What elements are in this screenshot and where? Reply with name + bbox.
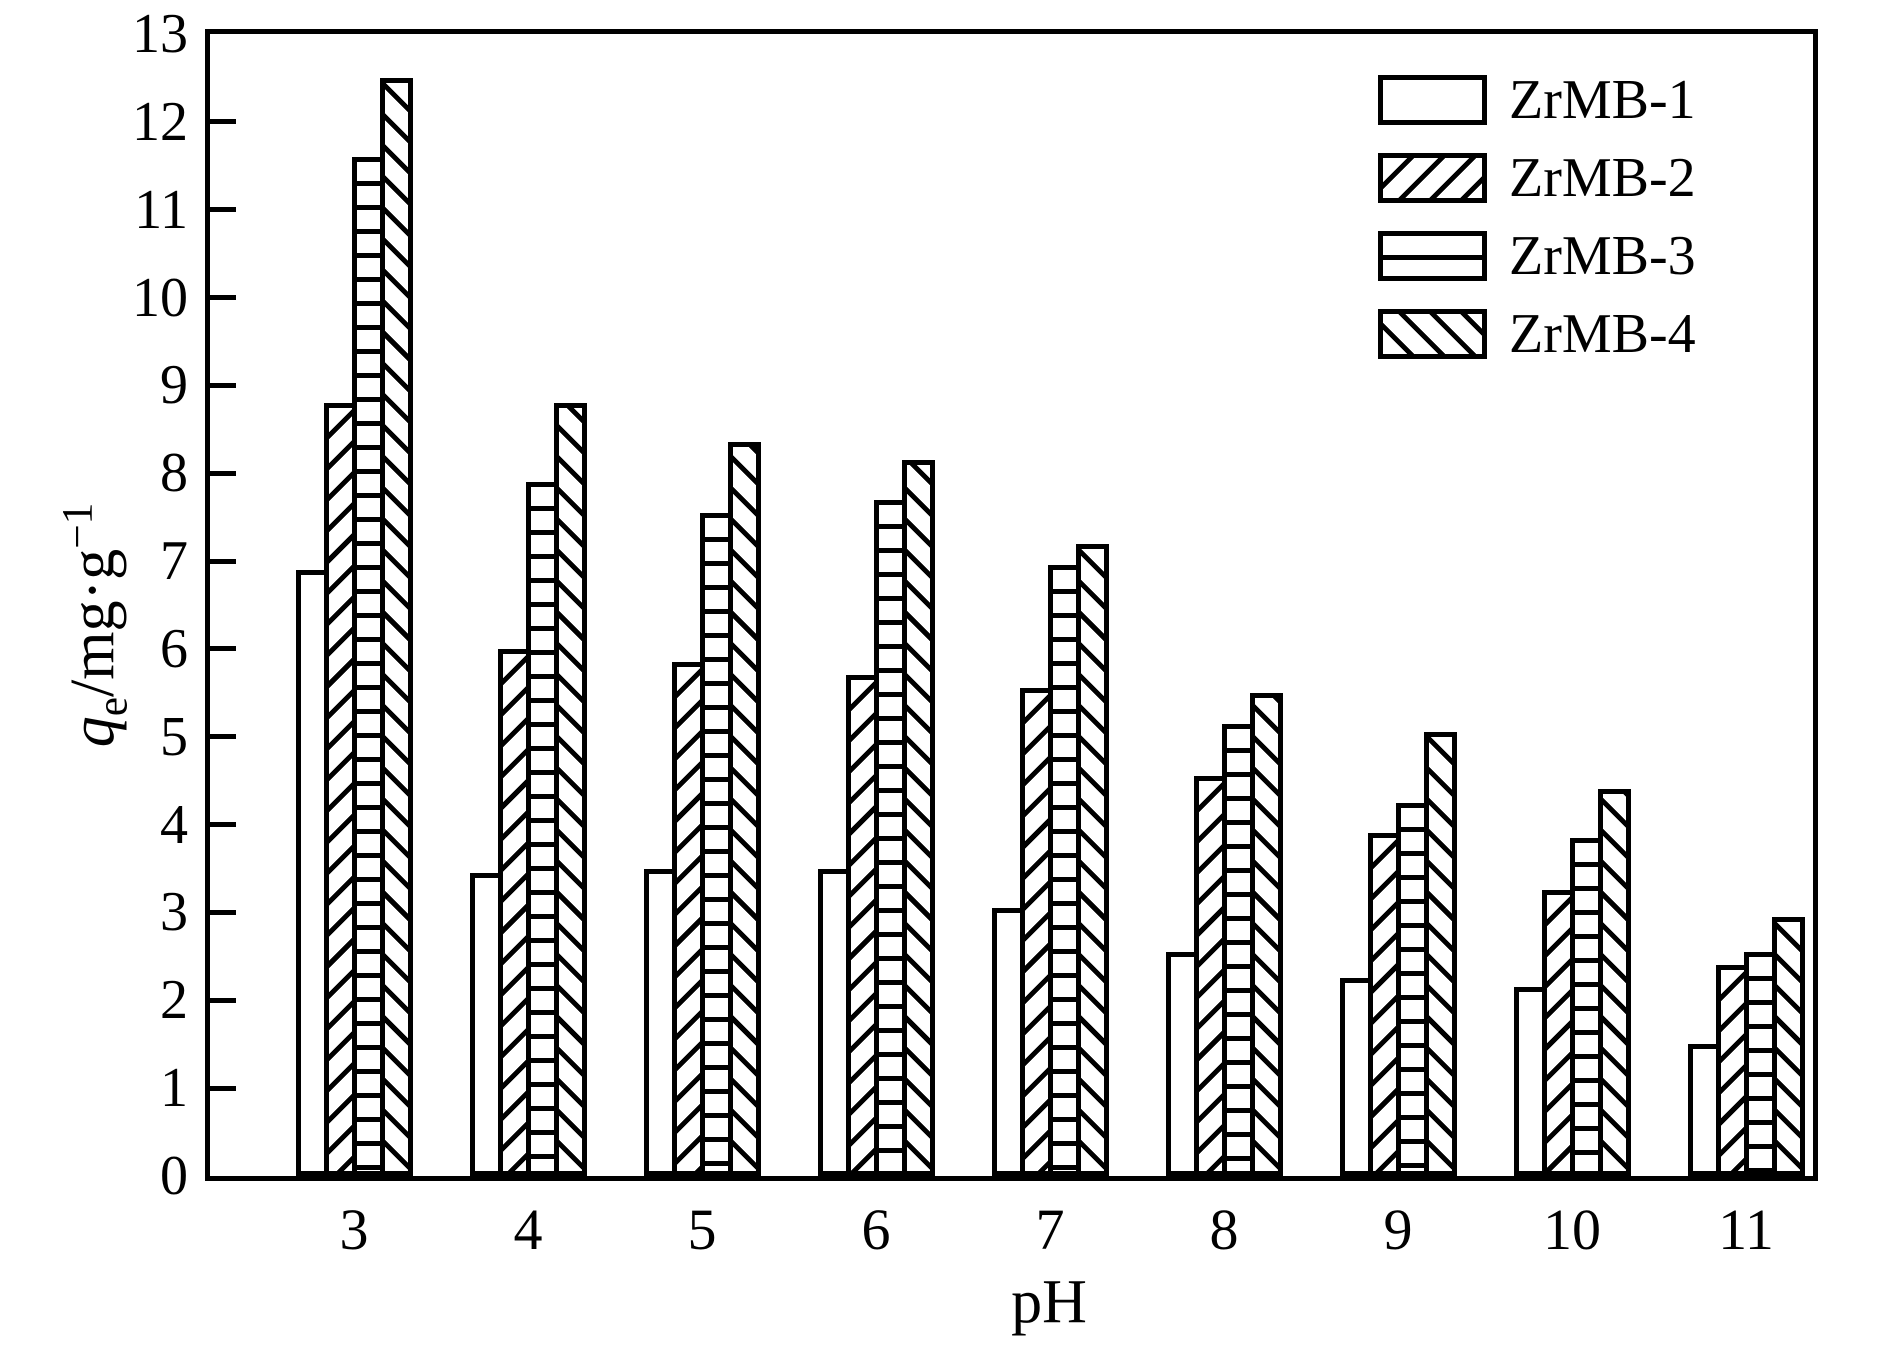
y-tick <box>210 383 236 388</box>
legend-swatch-plain <box>1378 75 1487 125</box>
y-tick-label: 4 <box>160 794 188 856</box>
x-tick-label: 4 <box>513 1197 543 1262</box>
bar-zrmb-4-ph6 <box>902 460 935 1176</box>
y-tick <box>210 295 236 300</box>
legend: ZrMB-1 ZrMB-2 ZrMB-3 ZrMB-4 <box>1378 69 1696 387</box>
y-tick <box>210 910 236 915</box>
y-tick <box>210 207 236 212</box>
bar-zrmb-4-ph4 <box>554 403 587 1176</box>
x-tick-label: 5 <box>687 1197 717 1262</box>
x-tick-label: 8 <box>1209 1197 1239 1262</box>
y-tick <box>210 1086 236 1091</box>
legend-item-zrmb-3: ZrMB-3 <box>1378 225 1696 287</box>
x-axis-label: pH <box>1011 1268 1087 1336</box>
legend-item-zrmb-4: ZrMB-4 <box>1378 303 1696 365</box>
bar-zrmb-4-ph7 <box>1076 544 1109 1176</box>
bar-zrmb-3-ph10 <box>1570 838 1603 1176</box>
legend-item-zrmb-1: ZrMB-1 <box>1378 69 1696 131</box>
y-tick-label: 8 <box>160 442 188 504</box>
bar-zrmb-2-ph10 <box>1542 890 1575 1176</box>
x-tick-label: 7 <box>1035 1197 1065 1262</box>
legend-item-zrmb-2: ZrMB-2 <box>1378 147 1696 209</box>
x-tick-label: 11 <box>1718 1197 1774 1262</box>
y-tick-label: 7 <box>160 530 188 592</box>
y-tick-label: 11 <box>134 179 188 241</box>
y-tick-label: 6 <box>160 618 188 680</box>
y-tick-label: 2 <box>160 969 188 1031</box>
y-tick-label: 1 <box>160 1057 188 1119</box>
y-tick <box>210 822 236 827</box>
bar-zrmb-4-ph11 <box>1772 917 1805 1176</box>
x-tick-label: 6 <box>861 1197 891 1262</box>
plot-area <box>205 29 1818 1181</box>
y-tick-label: 5 <box>160 706 188 768</box>
y-tick <box>210 734 236 739</box>
bar-zrmb-2-ph6 <box>846 675 879 1176</box>
bar-zrmb-4-ph10 <box>1598 789 1631 1176</box>
y-tick-label: 0 <box>160 1145 188 1207</box>
x-tick-label: 9 <box>1383 1197 1413 1262</box>
legend-label: ZrMB-3 <box>1509 225 1696 287</box>
legend-swatch-diag-back <box>1378 309 1487 359</box>
bar-zrmb-4-ph9 <box>1424 732 1457 1176</box>
bar-zrmb-4-ph5 <box>728 442 761 1176</box>
legend-label: ZrMB-1 <box>1509 69 1696 131</box>
legend-label: ZrMB-2 <box>1509 147 1696 209</box>
bar-zrmb-4-ph3 <box>380 78 413 1176</box>
y-tick-labels: 0 1 2 3 4 5 6 7 8 9 10 11 12 13 <box>0 3 188 1207</box>
y-tick-label: 9 <box>160 354 188 416</box>
y-tick-label: 3 <box>160 881 188 943</box>
y-tick <box>210 998 236 1003</box>
legend-label: ZrMB-4 <box>1509 303 1696 365</box>
y-tick-label: 13 <box>132 3 188 65</box>
y-tick <box>210 646 236 651</box>
legend-swatch-horizontal <box>1378 231 1487 281</box>
x-tick-label: 3 <box>339 1197 369 1262</box>
bar-zrmb-3-ph11 <box>1744 952 1777 1176</box>
x-tick-label: 10 <box>1543 1197 1601 1262</box>
bar-zrmb-3-ph7 <box>1048 565 1081 1176</box>
y-tick-label: 10 <box>132 267 188 329</box>
y-tick <box>210 559 236 564</box>
y-tick <box>210 471 236 476</box>
y-tick-label: 12 <box>132 91 188 153</box>
bar-zrmb-3-ph4 <box>526 482 559 1176</box>
y-tick <box>210 119 236 124</box>
legend-swatch-diag-forward <box>1378 153 1487 203</box>
bar-zrmb-4-ph8 <box>1250 693 1283 1176</box>
